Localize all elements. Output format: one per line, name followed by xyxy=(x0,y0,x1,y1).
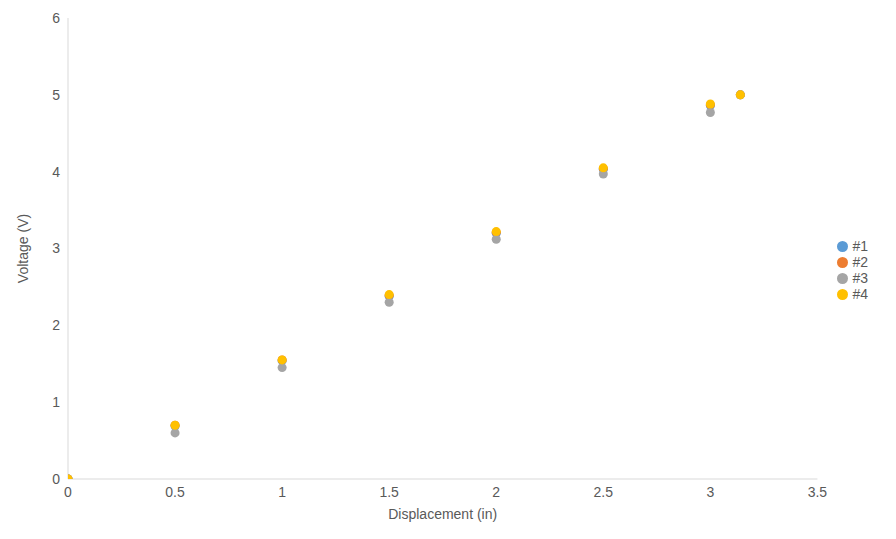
svg-text:2: 2 xyxy=(492,484,500,500)
svg-text:Voltage (V): Voltage (V) xyxy=(15,214,31,283)
svg-text:2: 2 xyxy=(52,317,60,333)
svg-text:4: 4 xyxy=(52,164,60,180)
svg-text:3.5: 3.5 xyxy=(808,484,828,500)
svg-text:1: 1 xyxy=(52,394,60,410)
html-text:#3: #3 xyxy=(852,269,868,286)
svg-text:0: 0 xyxy=(64,484,72,500)
svg-text:3: 3 xyxy=(706,484,714,500)
svg-text:3: 3 xyxy=(52,240,60,256)
svg-text:Displacement (in): Displacement (in) xyxy=(388,506,497,522)
svg-text:0: 0 xyxy=(52,471,60,487)
svg-text:1.5: 1.5 xyxy=(379,484,399,500)
svg-text:6: 6 xyxy=(52,10,60,26)
svg-text:2.5: 2.5 xyxy=(594,484,614,500)
html-text:#2: #2 xyxy=(852,253,868,270)
svg-text:5: 5 xyxy=(52,87,60,103)
svg-text:1: 1 xyxy=(278,484,286,500)
html-text:#4: #4 xyxy=(852,285,868,302)
svg-text:0.5: 0.5 xyxy=(165,484,185,500)
html-text:#1: #1 xyxy=(852,237,868,254)
